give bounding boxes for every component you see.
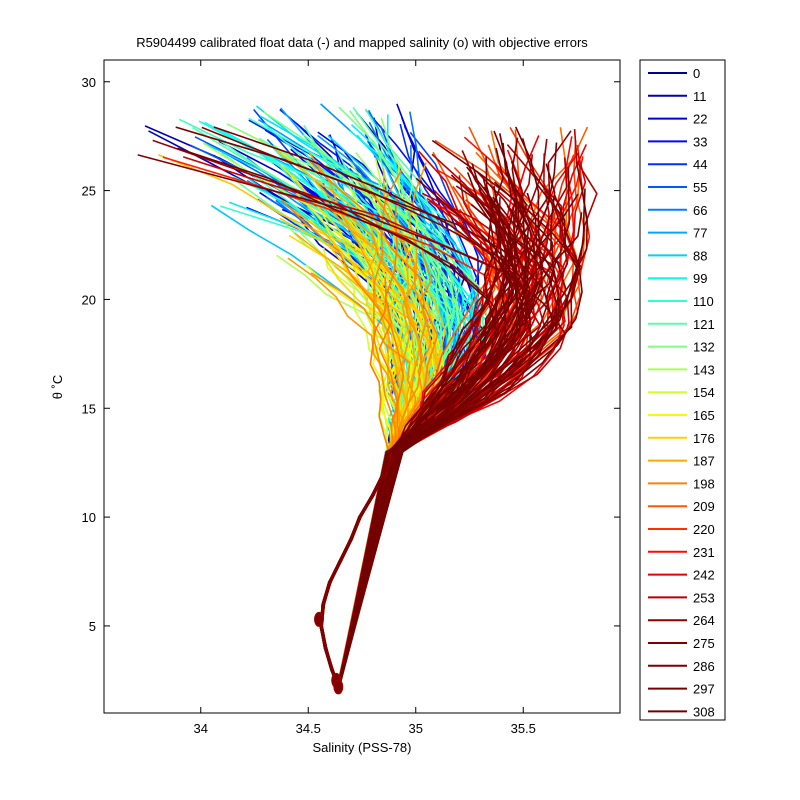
- legend-label: 77: [693, 226, 707, 241]
- legend-label: 99: [693, 271, 707, 286]
- x-axis: 34 34.5 35 35.5: [194, 60, 536, 736]
- legend-label: 44: [693, 157, 707, 172]
- plot-area: [137, 103, 598, 695]
- x-axis-label: Salinity (PSS-78): [313, 740, 412, 755]
- y-tick-label: 5: [89, 619, 96, 634]
- legend-label: 297: [693, 682, 715, 697]
- x-tick-label: 35: [409, 721, 423, 736]
- legend-box: [639, 59, 726, 721]
- deep-profile: [314, 455, 396, 695]
- legend-label: 198: [693, 476, 715, 491]
- x-tick-label: 35.5: [511, 721, 536, 736]
- legend-label: 132: [693, 340, 715, 355]
- legend-label: 88: [693, 248, 707, 263]
- legend-label: 110: [693, 294, 714, 309]
- legend-label: 143: [693, 362, 715, 377]
- deep-profile-line: [319, 455, 396, 688]
- mapped-salinity-marker: [333, 679, 344, 695]
- y-tick-label: 10: [82, 510, 96, 525]
- legend: 0 11 22 33 44 55 66 77 88 99 110 121 132 143 154 165 176…: [639, 59, 726, 721]
- legend-label: 11: [693, 89, 707, 104]
- legend-label: 176: [693, 431, 715, 446]
- y-tick-label: 20: [82, 292, 96, 307]
- legend-label: 253: [693, 590, 715, 605]
- legend-label: 231: [693, 545, 715, 560]
- y-axis-label: θ ˚C: [50, 375, 65, 400]
- legend-label: 264: [693, 613, 715, 628]
- legend-label: 55: [693, 180, 707, 195]
- legend-label: 308: [693, 704, 715, 719]
- y-axis: 5 10 15 20 25 30: [82, 75, 620, 634]
- legend-label: 165: [693, 408, 715, 423]
- x-tick-label: 34.5: [296, 721, 321, 736]
- y-tick-label: 15: [82, 401, 96, 416]
- x-tick-label: 34: [194, 721, 208, 736]
- axes-box: [103, 59, 621, 714]
- legend-label: 187: [693, 454, 715, 469]
- legend-label: 0: [693, 66, 700, 81]
- legend-label: 220: [693, 522, 715, 537]
- y-tick-label: 30: [82, 75, 96, 90]
- legend-label: 242: [693, 568, 715, 583]
- y-tick-label: 25: [82, 184, 96, 199]
- legend-label: 209: [693, 499, 715, 514]
- legend-label: 33: [693, 134, 707, 149]
- mapped-salinity-marker: [314, 611, 324, 627]
- legend-label: 22: [693, 112, 707, 127]
- legend-label: 275: [693, 636, 715, 651]
- legend-label: 154: [693, 385, 715, 400]
- legend-label: 286: [693, 659, 715, 674]
- legend-label: 121: [693, 317, 715, 332]
- chart-title: R5904499 calibrated float data (-) and m…: [136, 35, 588, 50]
- legend-label: 66: [693, 203, 707, 218]
